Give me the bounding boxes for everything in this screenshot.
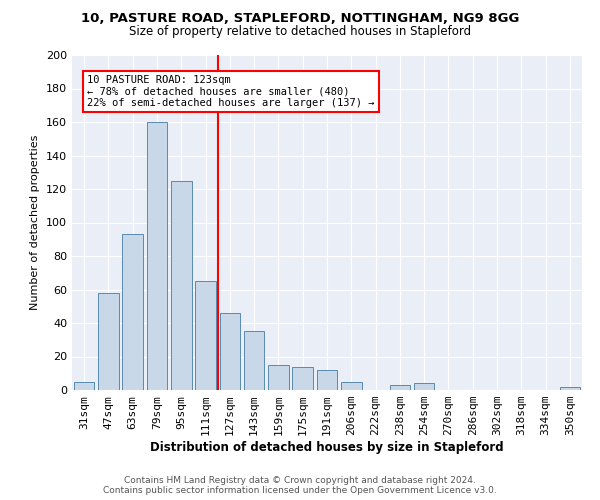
Text: 10 PASTURE ROAD: 123sqm
← 78% of detached houses are smaller (480)
22% of semi-d: 10 PASTURE ROAD: 123sqm ← 78% of detache… [88,75,375,108]
Bar [74,382,94,390]
Bar [146,122,167,390]
Bar [220,313,240,390]
Bar [195,281,216,390]
Text: 10, PASTURE ROAD, STAPLEFORD, NOTTINGHAM, NG9 8GG: 10, PASTURE ROAD, STAPLEFORD, NOTTINGHAM… [81,12,519,26]
Bar [414,384,434,390]
Bar [560,386,580,390]
Bar [341,382,362,390]
Text: Size of property relative to detached houses in Stapleford: Size of property relative to detached ho… [129,25,471,38]
Bar [98,293,119,390]
Bar [122,234,143,390]
Bar [171,180,191,390]
X-axis label: Distribution of detached houses by size in Stapleford: Distribution of detached houses by size … [150,441,504,454]
Bar [389,385,410,390]
Bar [292,366,313,390]
Text: Contains HM Land Registry data © Crown copyright and database right 2024.
Contai: Contains HM Land Registry data © Crown c… [103,476,497,495]
Bar [244,332,265,390]
Y-axis label: Number of detached properties: Number of detached properties [31,135,40,310]
Bar [317,370,337,390]
Bar [268,365,289,390]
